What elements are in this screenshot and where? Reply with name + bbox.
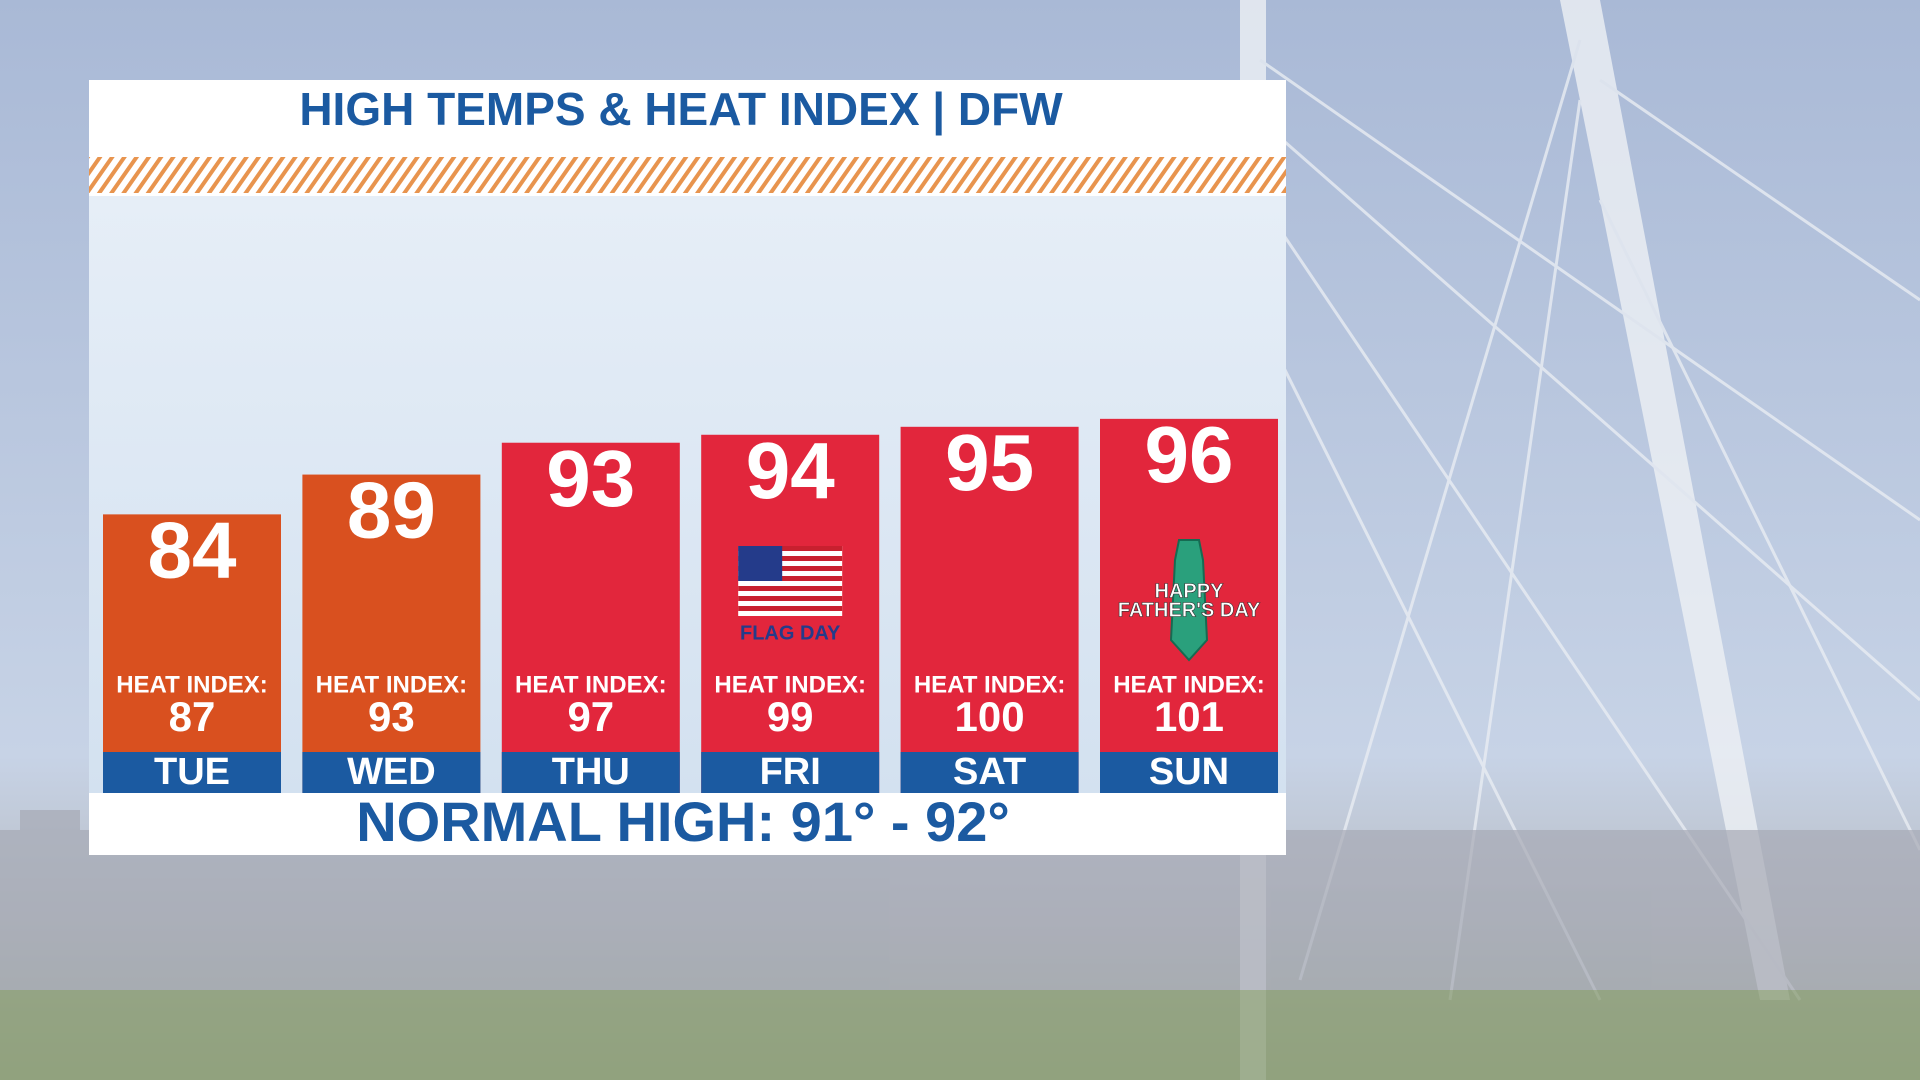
value-label: 93 xyxy=(546,434,635,523)
annotation-text: FLAG DAY xyxy=(740,622,841,644)
heat-index-value: 100 xyxy=(955,693,1025,740)
heat-index-label: HEAT INDEX: xyxy=(515,671,667,698)
value-label: 89 xyxy=(347,466,436,555)
bar xyxy=(900,426,1079,793)
value-label: 95 xyxy=(945,418,1034,507)
flag-stripe xyxy=(738,586,843,591)
x-tick-label: SAT xyxy=(953,751,1026,793)
heat-index-value: 93 xyxy=(368,693,415,740)
ground xyxy=(0,990,1920,1080)
chart-title: HIGH TEMPS & HEAT INDEX | DFW xyxy=(299,83,1063,135)
annotation: FLAG DAY xyxy=(738,546,843,644)
day-band xyxy=(900,752,1079,793)
day-band xyxy=(701,752,880,793)
flag-stripe xyxy=(738,576,843,581)
plot-area xyxy=(89,196,1286,793)
day-band xyxy=(1100,752,1278,793)
flag-stripe xyxy=(738,546,843,551)
flag-stripe xyxy=(738,566,843,571)
heat-index-label: HEAT INDEX: xyxy=(914,671,1066,698)
hatch-stripe xyxy=(89,157,1286,193)
value-label: 96 xyxy=(1145,410,1234,499)
skyline xyxy=(0,810,1920,990)
x-tick-label: FRI xyxy=(760,751,821,793)
bar xyxy=(103,514,281,793)
bar xyxy=(501,442,680,793)
annotation-text: FATHER'S DAY xyxy=(1118,599,1261,621)
tie-icon xyxy=(1169,539,1209,662)
flag-stripe xyxy=(738,596,843,601)
heat-index-value: 101 xyxy=(1154,693,1224,740)
flag-canton xyxy=(738,546,783,581)
flag-stripe xyxy=(738,606,843,611)
day-band xyxy=(103,752,281,793)
value-label: 84 xyxy=(148,505,237,594)
heat-index-label: HEAT INDEX: xyxy=(116,671,268,698)
heat-index-label: HEAT INDEX: xyxy=(316,671,468,698)
heat-index-label: HEAT INDEX: xyxy=(1113,671,1265,698)
x-tick-label: WED xyxy=(347,751,436,793)
x-tick-label: THU xyxy=(552,751,630,793)
value-label: 94 xyxy=(746,426,835,515)
day-band xyxy=(501,752,680,793)
day-band xyxy=(302,752,481,793)
heat-index-value: 97 xyxy=(567,693,614,740)
footer: NORMAL HIGH: 91° - 92° xyxy=(356,790,1010,853)
annotation-text: HAPPY xyxy=(1155,580,1225,602)
heat-index-value: 87 xyxy=(169,693,216,740)
heat-index-label: HEAT INDEX: xyxy=(714,671,866,698)
x-tick-label: SUN xyxy=(1149,751,1229,793)
flag-stripe xyxy=(738,556,843,561)
bar xyxy=(302,474,481,793)
heat-index-value: 99 xyxy=(767,693,814,740)
x-tick-label: TUE xyxy=(154,751,230,793)
